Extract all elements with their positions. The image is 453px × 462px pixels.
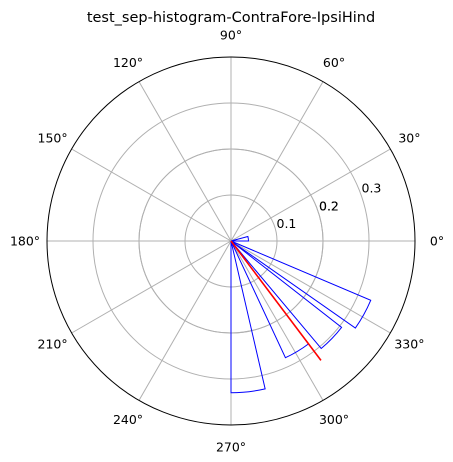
- chart-title: test_sep-histogram-ContraFore-IpsiHind: [87, 10, 375, 26]
- radial-tick-label: 0.1: [277, 216, 297, 231]
- histogram-bar: [230, 240, 343, 350]
- radial-tick-labels: 0.10.20.20.3: [277, 181, 382, 231]
- angle-tick-label: 150°: [38, 131, 68, 146]
- angle-tick-label: 90°: [220, 28, 242, 43]
- angular-gridline: [230, 240, 391, 334]
- radial-tick-label: 0.2: [319, 198, 339, 213]
- histogram-bar: [230, 240, 372, 329]
- histogram-bar: [230, 240, 266, 394]
- mean-direction: [230, 240, 322, 361]
- angle-tick-label: 210°: [38, 337, 68, 352]
- angular-gridline: [71, 148, 232, 242]
- angular-gridline: [71, 240, 232, 334]
- angle-tick-label: 300°: [319, 412, 349, 427]
- angular-gridline: [230, 240, 324, 401]
- angular-gridline: [138, 240, 232, 401]
- angle-tick-label: 30°: [398, 131, 420, 146]
- polar-frame-circle: [46, 56, 416, 426]
- angular-gridline: [230, 148, 391, 242]
- mean-direction-line: [230, 240, 322, 361]
- histogram-bars: [230, 235, 372, 394]
- polar-frame: [46, 56, 416, 426]
- angle-tick-label: 60°: [323, 55, 345, 70]
- angle-tick-label: 270°: [216, 440, 246, 455]
- angle-tick-label: 180°: [10, 234, 40, 249]
- angle-tick-label: 330°: [394, 337, 424, 352]
- radial-tick-label: 0.2: [319, 198, 339, 213]
- angle-tick-label: 120°: [113, 55, 143, 70]
- histogram-bar: [230, 235, 249, 242]
- angle-tick-label: 0°: [430, 234, 444, 249]
- angular-gridline: [138, 81, 232, 242]
- angle-tick-label: 240°: [113, 412, 143, 427]
- radial-tick-label: 0.3: [362, 181, 382, 196]
- angular-gridline: [230, 81, 324, 242]
- histogram-bar: [230, 240, 310, 359]
- angle-tick-labels: 0° 30° 60° 90° 120° 150° 180° 210° 240° 270° 300° 3…: [10, 28, 444, 455]
